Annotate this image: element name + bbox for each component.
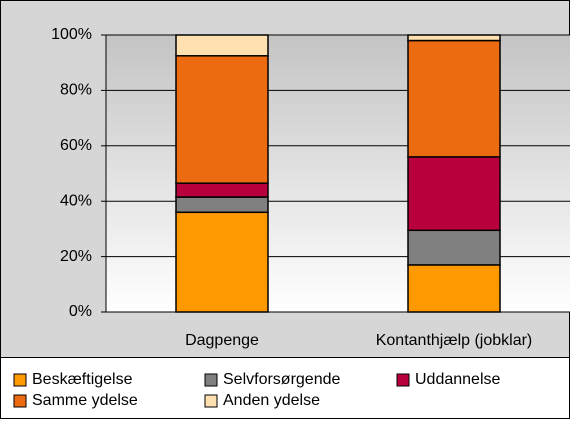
legend-label: Samme ydelse [32, 392, 138, 409]
y-tick-label: 0% [69, 303, 92, 320]
bar-segment [407, 229, 501, 266]
legend-swatch [396, 373, 410, 387]
legend-label: Uddannelse [415, 371, 501, 388]
bar-segment [407, 39, 501, 158]
bar-segment [175, 211, 269, 313]
bar-segment [175, 34, 269, 57]
bar-segment [175, 55, 269, 184]
bar-segment [407, 34, 501, 42]
y-tick-label: 40% [60, 192, 92, 209]
x-tick-label: Dagpenge [185, 332, 259, 349]
legend-swatch [204, 373, 218, 387]
legend-label: Anden ydelse [223, 392, 320, 409]
legend-label: Beskæftigelse [32, 371, 133, 388]
bar-segment [175, 196, 269, 214]
y-tick-label: 80% [60, 82, 92, 99]
legend-swatch [204, 394, 218, 408]
y-tick-label: 60% [60, 137, 92, 154]
y-tick-label: 20% [60, 248, 92, 265]
bar-segment [407, 264, 501, 313]
bar-segment [407, 156, 501, 232]
legend-box [0, 357, 570, 419]
x-tick-label: Kontanthjælp (jobklar) [376, 332, 533, 349]
y-tick-label: 100% [51, 26, 92, 43]
legend-label: Selvforsørgende [223, 371, 340, 388]
legend-swatch [13, 394, 27, 408]
legend-swatch [13, 373, 27, 387]
bar-segment [175, 182, 269, 198]
